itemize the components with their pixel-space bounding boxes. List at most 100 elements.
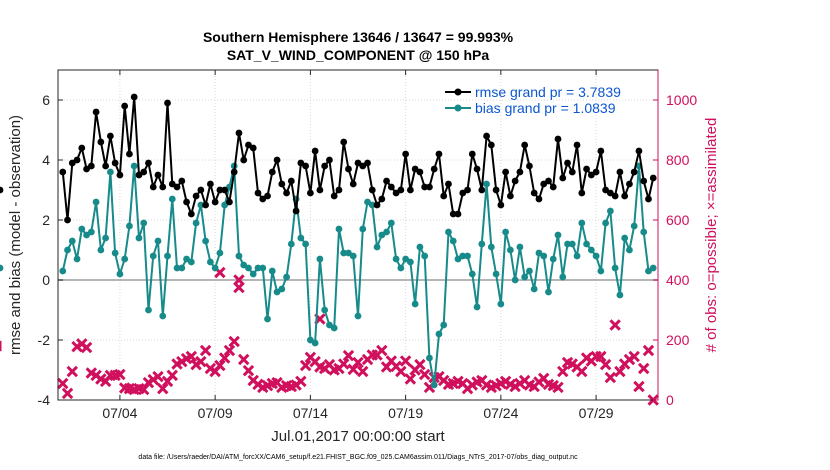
obs-assimilated-marker bbox=[228, 335, 240, 348]
rmse-point bbox=[349, 180, 357, 188]
obs-assimilated-marker bbox=[414, 358, 426, 371]
bias-point bbox=[87, 228, 95, 236]
bias-point bbox=[159, 312, 167, 320]
bias-point bbox=[64, 246, 71, 254]
bias-point bbox=[373, 243, 381, 251]
rmse-point bbox=[345, 165, 352, 173]
bias-point bbox=[173, 264, 181, 272]
rmse-point bbox=[530, 189, 538, 197]
obs-x-stroke bbox=[609, 319, 621, 331]
obs-x-stroke bbox=[61, 387, 74, 400]
bias-point bbox=[278, 285, 286, 293]
obs-x-stroke bbox=[95, 373, 107, 385]
rmse-point bbox=[378, 195, 386, 203]
rmse-point bbox=[645, 195, 652, 203]
obs-assimilated-marker bbox=[599, 358, 612, 371]
bias-point bbox=[468, 270, 476, 278]
rmse-point bbox=[126, 150, 133, 158]
bias-point bbox=[359, 225, 367, 233]
bias-point bbox=[397, 264, 405, 272]
obs-x-stroke bbox=[418, 368, 431, 381]
rmse-point bbox=[145, 159, 152, 167]
obs-assimilated-marker bbox=[399, 355, 412, 367]
rmse-point bbox=[630, 168, 638, 176]
obs-x-stroke bbox=[185, 350, 198, 363]
bias-point bbox=[330, 324, 338, 332]
rmse-point bbox=[216, 186, 224, 194]
bias-point bbox=[587, 246, 595, 254]
obs-assimilated-marker bbox=[637, 362, 650, 375]
y-axis-label-right: # of obs: o=possible; ×=assimilated bbox=[703, 118, 720, 353]
rmse-point bbox=[149, 183, 157, 191]
bias-point bbox=[406, 258, 414, 266]
bias-point bbox=[630, 222, 638, 230]
rmse-point bbox=[597, 147, 605, 155]
obs-x-stroke bbox=[314, 313, 326, 325]
legend-rmse-label: rmse grand pr = 3.7839 bbox=[475, 84, 621, 100]
obs-x-stroke bbox=[337, 358, 350, 370]
bias-point bbox=[254, 264, 262, 272]
y-right-tick-label: 0 bbox=[666, 392, 674, 408]
obs-x-stroke bbox=[599, 358, 612, 371]
obs-assimilated-marker bbox=[347, 363, 359, 376]
legend-bias-marker bbox=[454, 104, 462, 112]
obs-assimilated-marker bbox=[57, 377, 69, 390]
bias-point bbox=[449, 237, 457, 245]
rmse-point bbox=[254, 189, 262, 197]
bias-point bbox=[92, 198, 100, 206]
rmse-point bbox=[611, 192, 619, 200]
bias-point bbox=[106, 168, 114, 176]
bias-point bbox=[459, 252, 467, 260]
rmse-point bbox=[102, 162, 110, 170]
y-axis-label: rmse and bias (model - observation) bbox=[7, 115, 24, 355]
obs-assimilated-marker bbox=[299, 359, 312, 372]
rmse-point bbox=[78, 144, 86, 152]
obs-assimilated-marker bbox=[61, 387, 74, 400]
obs-x-stroke bbox=[537, 372, 550, 385]
rmse-point bbox=[511, 177, 519, 185]
rmse-point bbox=[487, 141, 495, 149]
rmse-point bbox=[559, 174, 567, 182]
obs-assimilated-marker bbox=[95, 373, 107, 385]
obs-x-stroke bbox=[199, 344, 212, 357]
bias-point bbox=[259, 264, 267, 272]
rmse-point bbox=[406, 186, 414, 194]
bias-point bbox=[340, 249, 348, 257]
rmse-point bbox=[568, 168, 576, 176]
bias-point bbox=[559, 273, 567, 281]
bias-point bbox=[216, 249, 224, 257]
bias-point bbox=[430, 381, 438, 389]
rmse-point bbox=[497, 201, 505, 209]
rmse-point bbox=[111, 159, 119, 167]
rmse-point bbox=[435, 150, 443, 158]
obs-assimilated-marker bbox=[295, 375, 307, 388]
bias-point bbox=[416, 243, 424, 251]
rmse-point bbox=[97, 138, 105, 146]
x-tick-label: 07/09 bbox=[198, 405, 233, 421]
legend-bias-label: bias grand pr = 1.0839 bbox=[475, 100, 616, 116]
obs-assimilated-marker bbox=[233, 274, 245, 286]
bias-point bbox=[111, 249, 119, 257]
obs-assimilated-marker bbox=[614, 365, 626, 378]
bias-point bbox=[245, 264, 252, 272]
bias-point bbox=[59, 267, 67, 275]
obs-assimilated-marker bbox=[595, 350, 607, 363]
obs-x-stroke bbox=[242, 364, 255, 377]
obs-x-stroke bbox=[414, 358, 426, 371]
bias-point bbox=[283, 273, 290, 281]
rmse-point bbox=[545, 177, 552, 185]
bias-point bbox=[126, 222, 133, 230]
bias-point bbox=[497, 300, 505, 308]
obs-assimilated-marker bbox=[642, 344, 655, 357]
bias-point bbox=[516, 243, 524, 251]
rmse-point bbox=[306, 189, 314, 197]
obs-assimilated-marker bbox=[152, 370, 164, 383]
bias-point bbox=[592, 252, 600, 260]
obs-assimilated-marker bbox=[552, 381, 564, 394]
obs-assimilated-marker bbox=[357, 365, 369, 378]
rmse-point bbox=[402, 150, 410, 158]
rmse-point bbox=[264, 192, 271, 200]
rmse-point bbox=[430, 165, 438, 173]
obs-x-stroke bbox=[57, 377, 69, 390]
obs-x-stroke bbox=[595, 350, 607, 363]
